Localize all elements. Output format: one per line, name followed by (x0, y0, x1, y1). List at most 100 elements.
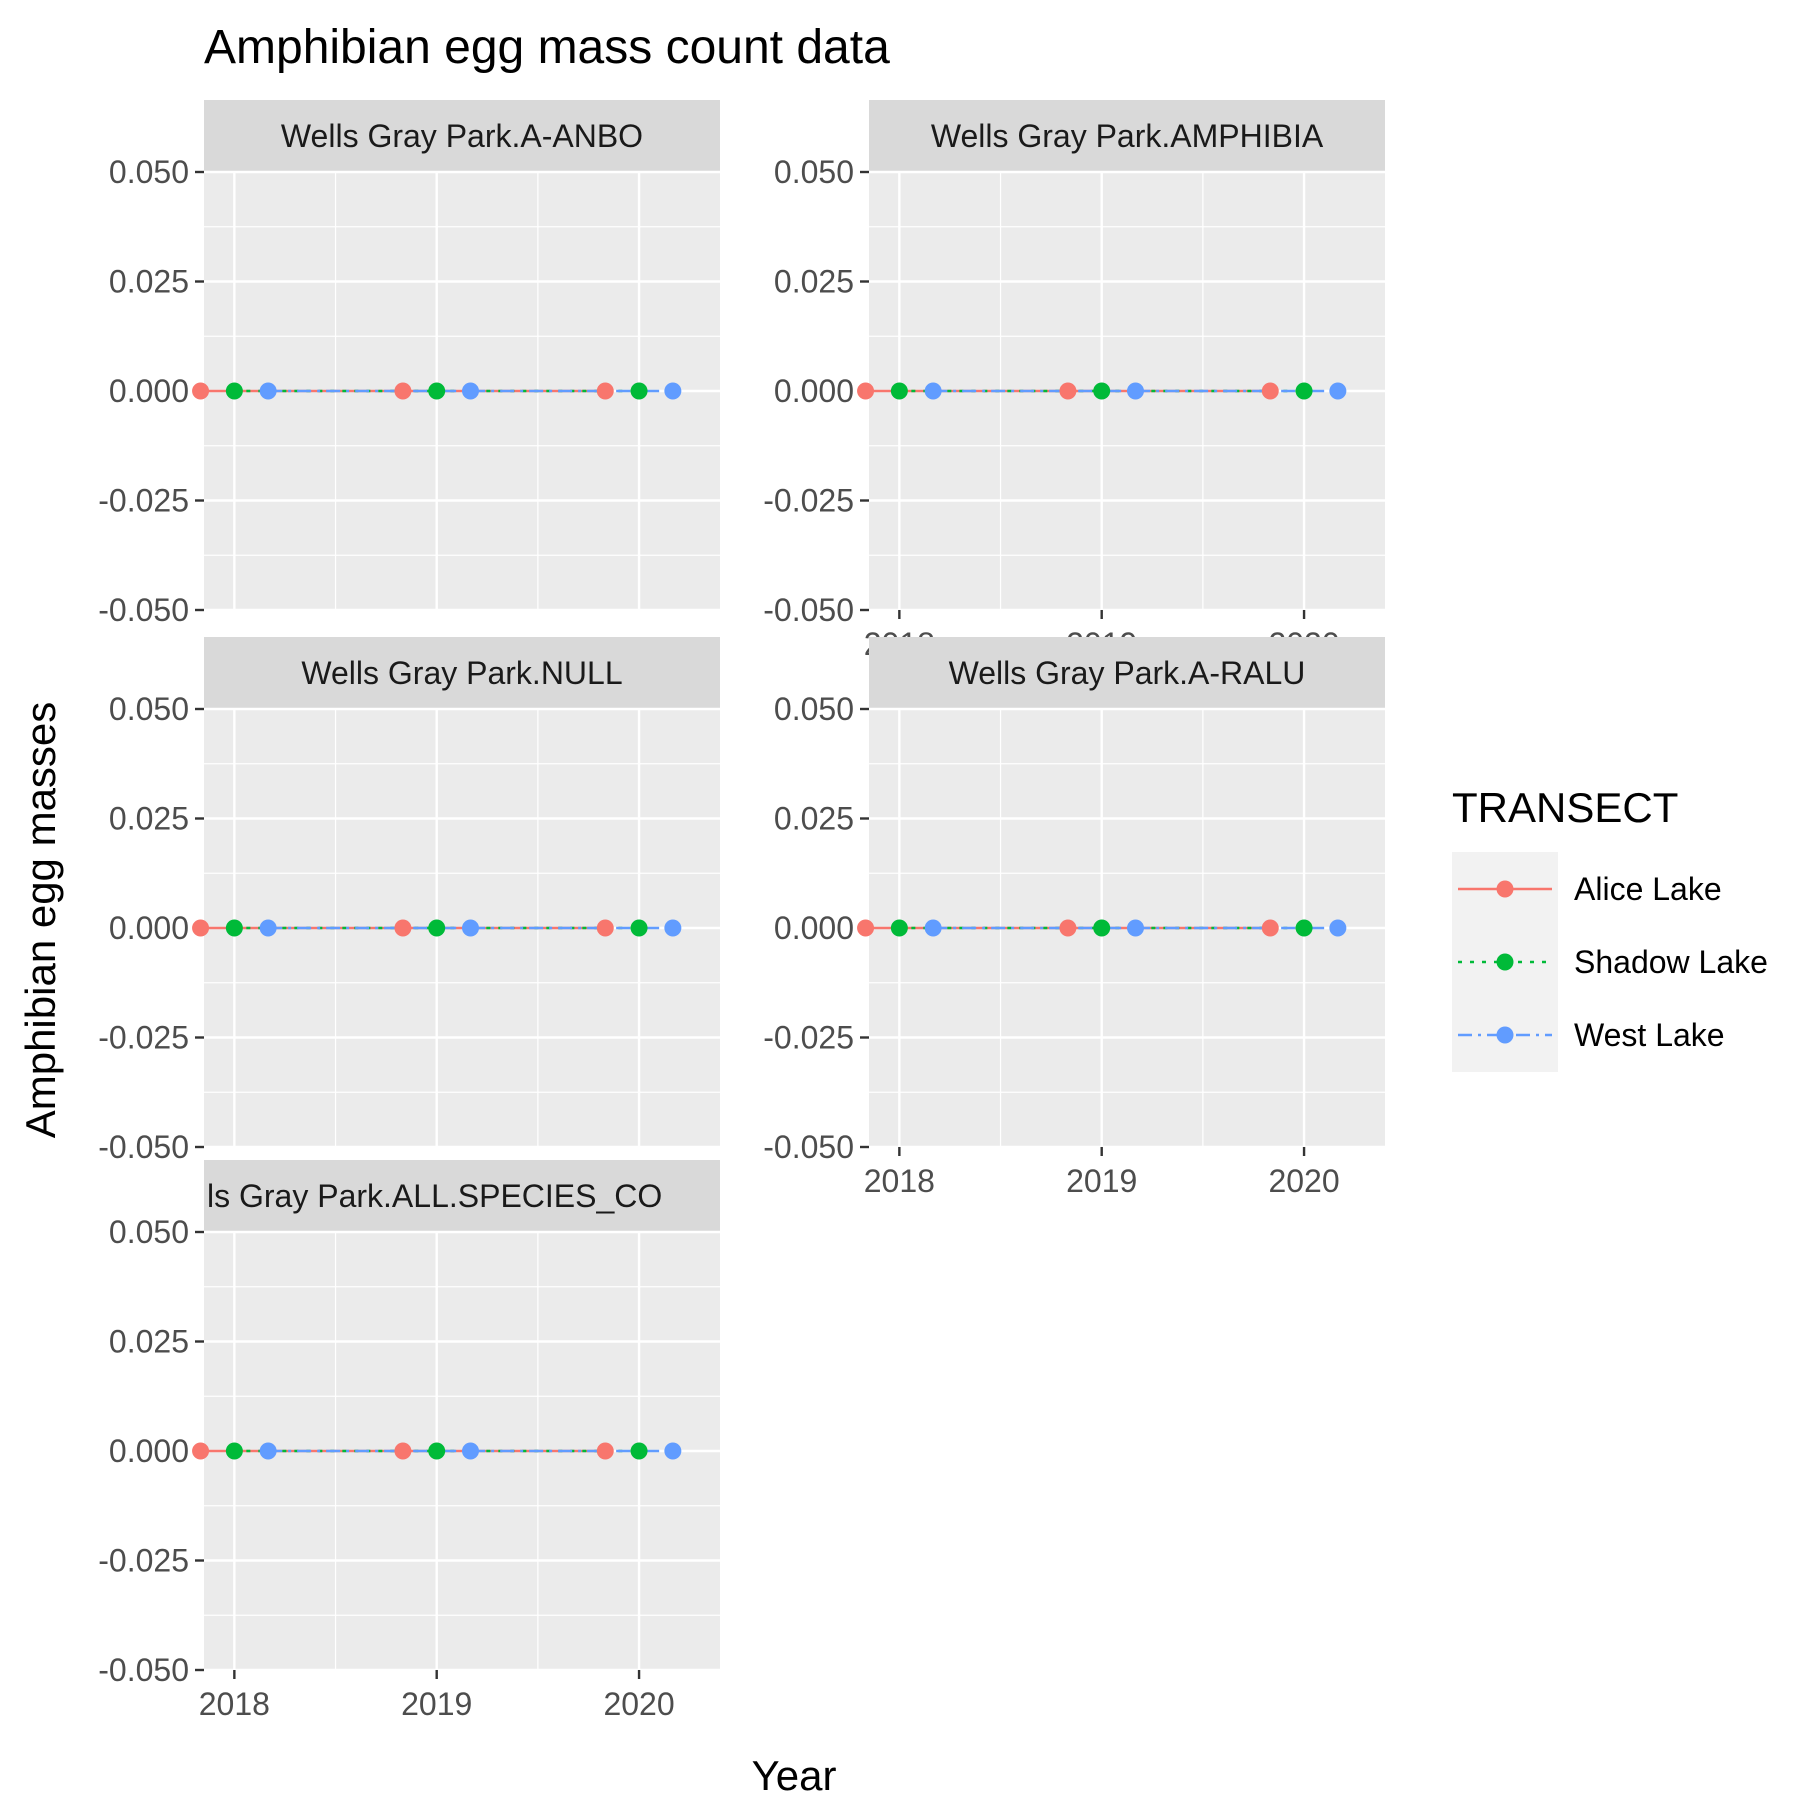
x-tick-label: 2020 (1268, 1163, 1339, 1199)
data-point-alice-lake (192, 1442, 210, 1460)
y-tick-label: -0.025 (98, 1543, 189, 1579)
facet-panel: ls Gray Park.ALL.SPECIES_CO 0.050 0.025 0.0… (98, 1160, 720, 1722)
data-point-west-lake (664, 1442, 682, 1460)
y-tick-label: 0.025 (774, 264, 854, 300)
legend-key-point (1496, 880, 1514, 898)
data-point-shadow-lake (890, 382, 908, 400)
x-tick-label: 2018 (199, 1686, 270, 1722)
data-point-west-lake (924, 382, 942, 400)
data-point-alice-lake (192, 919, 210, 937)
y-tick-label: 0.050 (109, 154, 189, 190)
y-tick-label: -0.025 (763, 483, 854, 519)
legend-item: Shadow Lake (1458, 944, 1768, 980)
data-point-west-lake (1329, 382, 1347, 400)
legend: TRANSECT Alice Lake Shadow Lake West Lake (1452, 784, 1768, 1072)
data-point-shadow-lake (225, 1442, 243, 1460)
y-tick-label: 0.025 (774, 801, 854, 837)
data-point-shadow-lake (225, 382, 243, 400)
facet-strip-label: Wells Gray Park.AMPHIBIA (931, 118, 1324, 154)
y-tick-label: -0.025 (763, 1020, 854, 1056)
data-point-alice-lake (394, 1442, 412, 1460)
facet-panel: Wells Gray Park.NULL 0.050 0.025 0.000 -0.02… (98, 637, 720, 1165)
facet-strip (869, 100, 1385, 172)
data-point-west-lake (259, 919, 277, 937)
y-tick-label: 0.000 (109, 910, 189, 946)
y-tick-label: 0.000 (774, 910, 854, 946)
legend-label: Alice Lake (1574, 871, 1722, 907)
data-point-shadow-lake (428, 382, 446, 400)
data-point-shadow-lake (630, 382, 648, 400)
data-point-alice-lake (192, 382, 210, 400)
y-tick-label: 0.025 (109, 801, 189, 837)
data-point-west-lake (1126, 919, 1144, 937)
facet-panel: Wells Gray Park.A-ANBO 0.050 0.025 0.000 -0.… (98, 100, 720, 628)
facet-strip (204, 100, 720, 172)
data-point-alice-lake (1261, 919, 1279, 937)
data-point-shadow-lake (1093, 382, 1111, 400)
data-point-west-lake (461, 919, 479, 937)
y-tick-label: 0.000 (774, 373, 854, 409)
data-point-west-lake (259, 382, 277, 400)
y-tick-label: -0.050 (98, 1652, 189, 1688)
facet-strip (204, 1160, 720, 1232)
data-point-shadow-lake (890, 919, 908, 937)
data-point-shadow-lake (428, 1442, 446, 1460)
chart-title: Amphibian egg mass count data (204, 21, 890, 74)
data-point-alice-lake (1059, 919, 1077, 937)
facet-strip (204, 637, 720, 709)
data-point-shadow-lake (630, 919, 648, 937)
data-point-shadow-lake (428, 919, 446, 937)
data-point-shadow-lake (225, 919, 243, 937)
facet-panel: Wells Gray Park.A-RALU 0.050 0.025 0.000 -0.… (763, 637, 1385, 1199)
y-tick-label: 0.000 (109, 1433, 189, 1469)
y-tick-label: -0.025 (98, 1020, 189, 1056)
y-tick-label: -0.050 (763, 1129, 854, 1165)
y-tick-label: 0.050 (774, 154, 854, 190)
facet-strip-label: Wells Gray Park.A-ANBO (281, 118, 643, 154)
y-tick-label: 0.025 (109, 1324, 189, 1360)
data-point-alice-lake (596, 1442, 614, 1460)
x-tick-label: 2019 (401, 1686, 472, 1722)
y-tick-label: 0.025 (109, 264, 189, 300)
data-point-west-lake (664, 382, 682, 400)
data-point-west-lake (924, 919, 942, 937)
y-axis-title: Amphibian egg masses (17, 702, 64, 1139)
y-tick-label: -0.050 (98, 592, 189, 628)
legend-label: West Lake (1574, 1017, 1725, 1053)
legend-item: West Lake (1458, 1017, 1725, 1053)
facet-strip-label: Wells Gray Park.NULL (301, 655, 622, 691)
x-axis-title: Year (752, 1752, 837, 1799)
legend-key-point (1496, 953, 1514, 971)
data-point-west-lake (1126, 382, 1144, 400)
legend-title: TRANSECT (1452, 784, 1678, 831)
data-point-west-lake (461, 382, 479, 400)
facet-strip-label: ls Gray Park.ALL.SPECIES_CO (207, 1178, 662, 1214)
data-point-west-lake (461, 1442, 479, 1460)
y-tick-label: 0.050 (109, 691, 189, 727)
y-tick-label: 0.050 (774, 691, 854, 727)
legend-key-point (1496, 1026, 1514, 1044)
data-point-west-lake (664, 919, 682, 937)
data-point-shadow-lake (1295, 919, 1313, 937)
y-tick-label: -0.050 (98, 1129, 189, 1165)
y-tick-label: -0.025 (98, 483, 189, 519)
facet-strip-label: Wells Gray Park.A-RALU (949, 655, 1306, 691)
x-tick-label: 2018 (864, 1163, 935, 1199)
data-point-alice-lake (857, 382, 875, 400)
x-tick-label: 2019 (1066, 1163, 1137, 1199)
facet-panel: Wells Gray Park.AMPHIBIA 0.050 0.025 0.000 -… (763, 100, 1385, 662)
data-point-alice-lake (394, 919, 412, 937)
data-point-shadow-lake (630, 1442, 648, 1460)
legend-item: Alice Lake (1458, 871, 1722, 907)
y-tick-label: 0.050 (109, 1214, 189, 1250)
data-point-alice-lake (1059, 382, 1077, 400)
data-point-alice-lake (596, 919, 614, 937)
data-point-west-lake (259, 1442, 277, 1460)
data-point-alice-lake (394, 382, 412, 400)
legend-label: Shadow Lake (1574, 944, 1768, 980)
y-tick-label: 0.000 (109, 373, 189, 409)
facet-panels: Wells Gray Park.A-ANBO 0.050 0.025 0.000 -0.… (98, 100, 1385, 1722)
data-point-alice-lake (857, 919, 875, 937)
data-point-shadow-lake (1093, 919, 1111, 937)
